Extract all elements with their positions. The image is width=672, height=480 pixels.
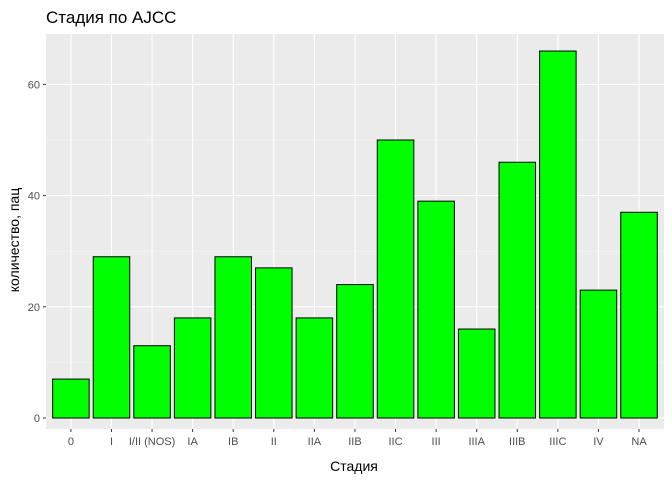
x-tick-label: IIC	[389, 436, 403, 448]
bar-III	[417, 200, 455, 419]
bar-I/II (NOS)	[133, 345, 171, 419]
x-tick-label: NA	[631, 436, 647, 448]
y-tick-label: 40	[28, 191, 40, 203]
x-tick-label: III	[432, 436, 441, 448]
x-tick-label: IA	[187, 436, 198, 448]
x-tick-label: IIIB	[509, 436, 526, 448]
x-tick-label: 0	[68, 436, 74, 448]
x-axis: 0 I I/II (NOS) IA IB II IIA IIB IIC III IIIA IIIB II…	[68, 429, 647, 448]
bar-IB	[214, 256, 252, 419]
x-tick-label: IV	[593, 436, 604, 448]
chart-title: Стадия по AJCC	[46, 8, 176, 27]
bar-IIIB	[498, 161, 537, 419]
bar-IIB	[336, 284, 374, 419]
y-axis: 0 20 40 60	[28, 79, 46, 425]
y-axis-title: количество, пац	[6, 188, 22, 292]
bar-IIC	[376, 139, 415, 419]
x-tick-label: IIA	[308, 436, 322, 448]
x-tick-label: IIB	[348, 436, 361, 448]
bars	[52, 50, 658, 419]
x-tick-label: IIIA	[468, 436, 485, 448]
x-tick-label: IIIC	[549, 436, 566, 448]
y-tick-label: 60	[28, 79, 40, 91]
bar-II	[255, 267, 293, 419]
x-tick-label: I/II (NOS)	[129, 436, 175, 448]
bar-IIIA	[457, 328, 496, 419]
x-tick-label: I	[110, 436, 113, 448]
bar-IIA	[295, 317, 334, 419]
bar-IA	[173, 317, 212, 419]
bar-NA	[620, 211, 658, 419]
bar-IV	[579, 289, 618, 419]
bar-I	[92, 256, 131, 419]
x-tick-label: IB	[228, 436, 238, 448]
bar-0	[52, 378, 90, 419]
y-tick-label: 0	[34, 413, 40, 425]
bar-IIIC	[539, 50, 577, 419]
y-tick-label: 20	[28, 302, 40, 314]
x-tick-label: II	[271, 436, 277, 448]
x-axis-title: Стадия	[330, 458, 378, 474]
